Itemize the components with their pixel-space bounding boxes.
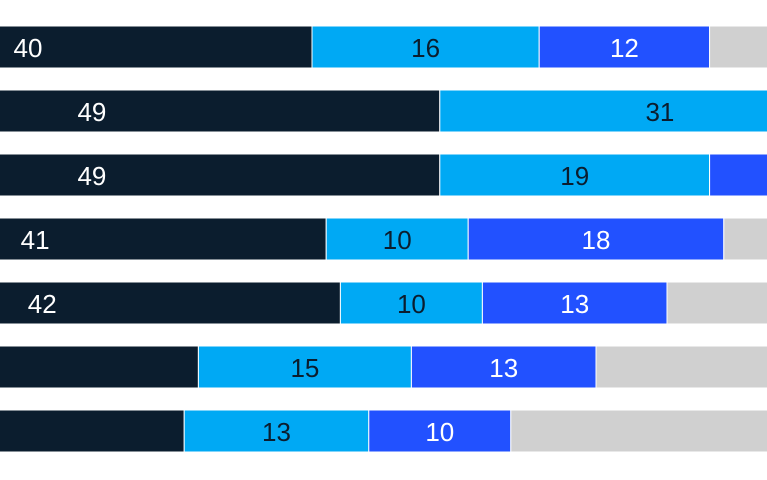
value-label: 19 bbox=[560, 161, 589, 191]
bar-segment bbox=[311, 25, 540, 69]
bar-segment bbox=[510, 409, 767, 453]
value-label: 18 bbox=[582, 225, 611, 255]
bar-segment bbox=[666, 281, 767, 325]
value-label: 31 bbox=[645, 97, 674, 127]
bar-segment bbox=[0, 409, 185, 453]
value-label: 12 bbox=[610, 33, 639, 63]
bar-segment bbox=[368, 409, 512, 453]
value-label: 49 bbox=[77, 97, 106, 127]
bar-segment bbox=[0, 153, 441, 197]
value-label: 49 bbox=[77, 161, 106, 191]
bar-segment bbox=[0, 25, 313, 69]
bar-segment bbox=[467, 217, 725, 261]
value-label: 10 bbox=[425, 417, 454, 447]
value-label: 42 bbox=[28, 289, 57, 319]
bar-segment bbox=[0, 89, 441, 133]
bar-segment bbox=[481, 281, 668, 325]
value-label: 16 bbox=[411, 33, 440, 63]
bar-segment bbox=[410, 345, 597, 389]
bar-segment bbox=[0, 217, 327, 261]
bar-segment bbox=[439, 153, 711, 197]
bar-segment bbox=[595, 345, 767, 389]
bar-segment bbox=[709, 25, 767, 69]
value-label: 13 bbox=[262, 417, 291, 447]
value-label: 13 bbox=[560, 289, 589, 319]
value-label: 10 bbox=[397, 289, 426, 319]
value-label: 13 bbox=[489, 353, 518, 383]
bar-segment bbox=[325, 217, 469, 261]
value-label: 10 bbox=[383, 225, 412, 255]
value-label: 41 bbox=[21, 225, 50, 255]
bar-segment bbox=[339, 281, 483, 325]
bar-segment bbox=[723, 217, 767, 261]
value-label: 15 bbox=[290, 353, 319, 383]
bar-segment bbox=[0, 345, 199, 389]
bar-segment bbox=[709, 153, 767, 197]
value-label: 40 bbox=[14, 33, 43, 63]
bar-segment bbox=[197, 345, 412, 389]
bar-segment bbox=[439, 89, 767, 133]
bar-segment bbox=[538, 25, 711, 69]
